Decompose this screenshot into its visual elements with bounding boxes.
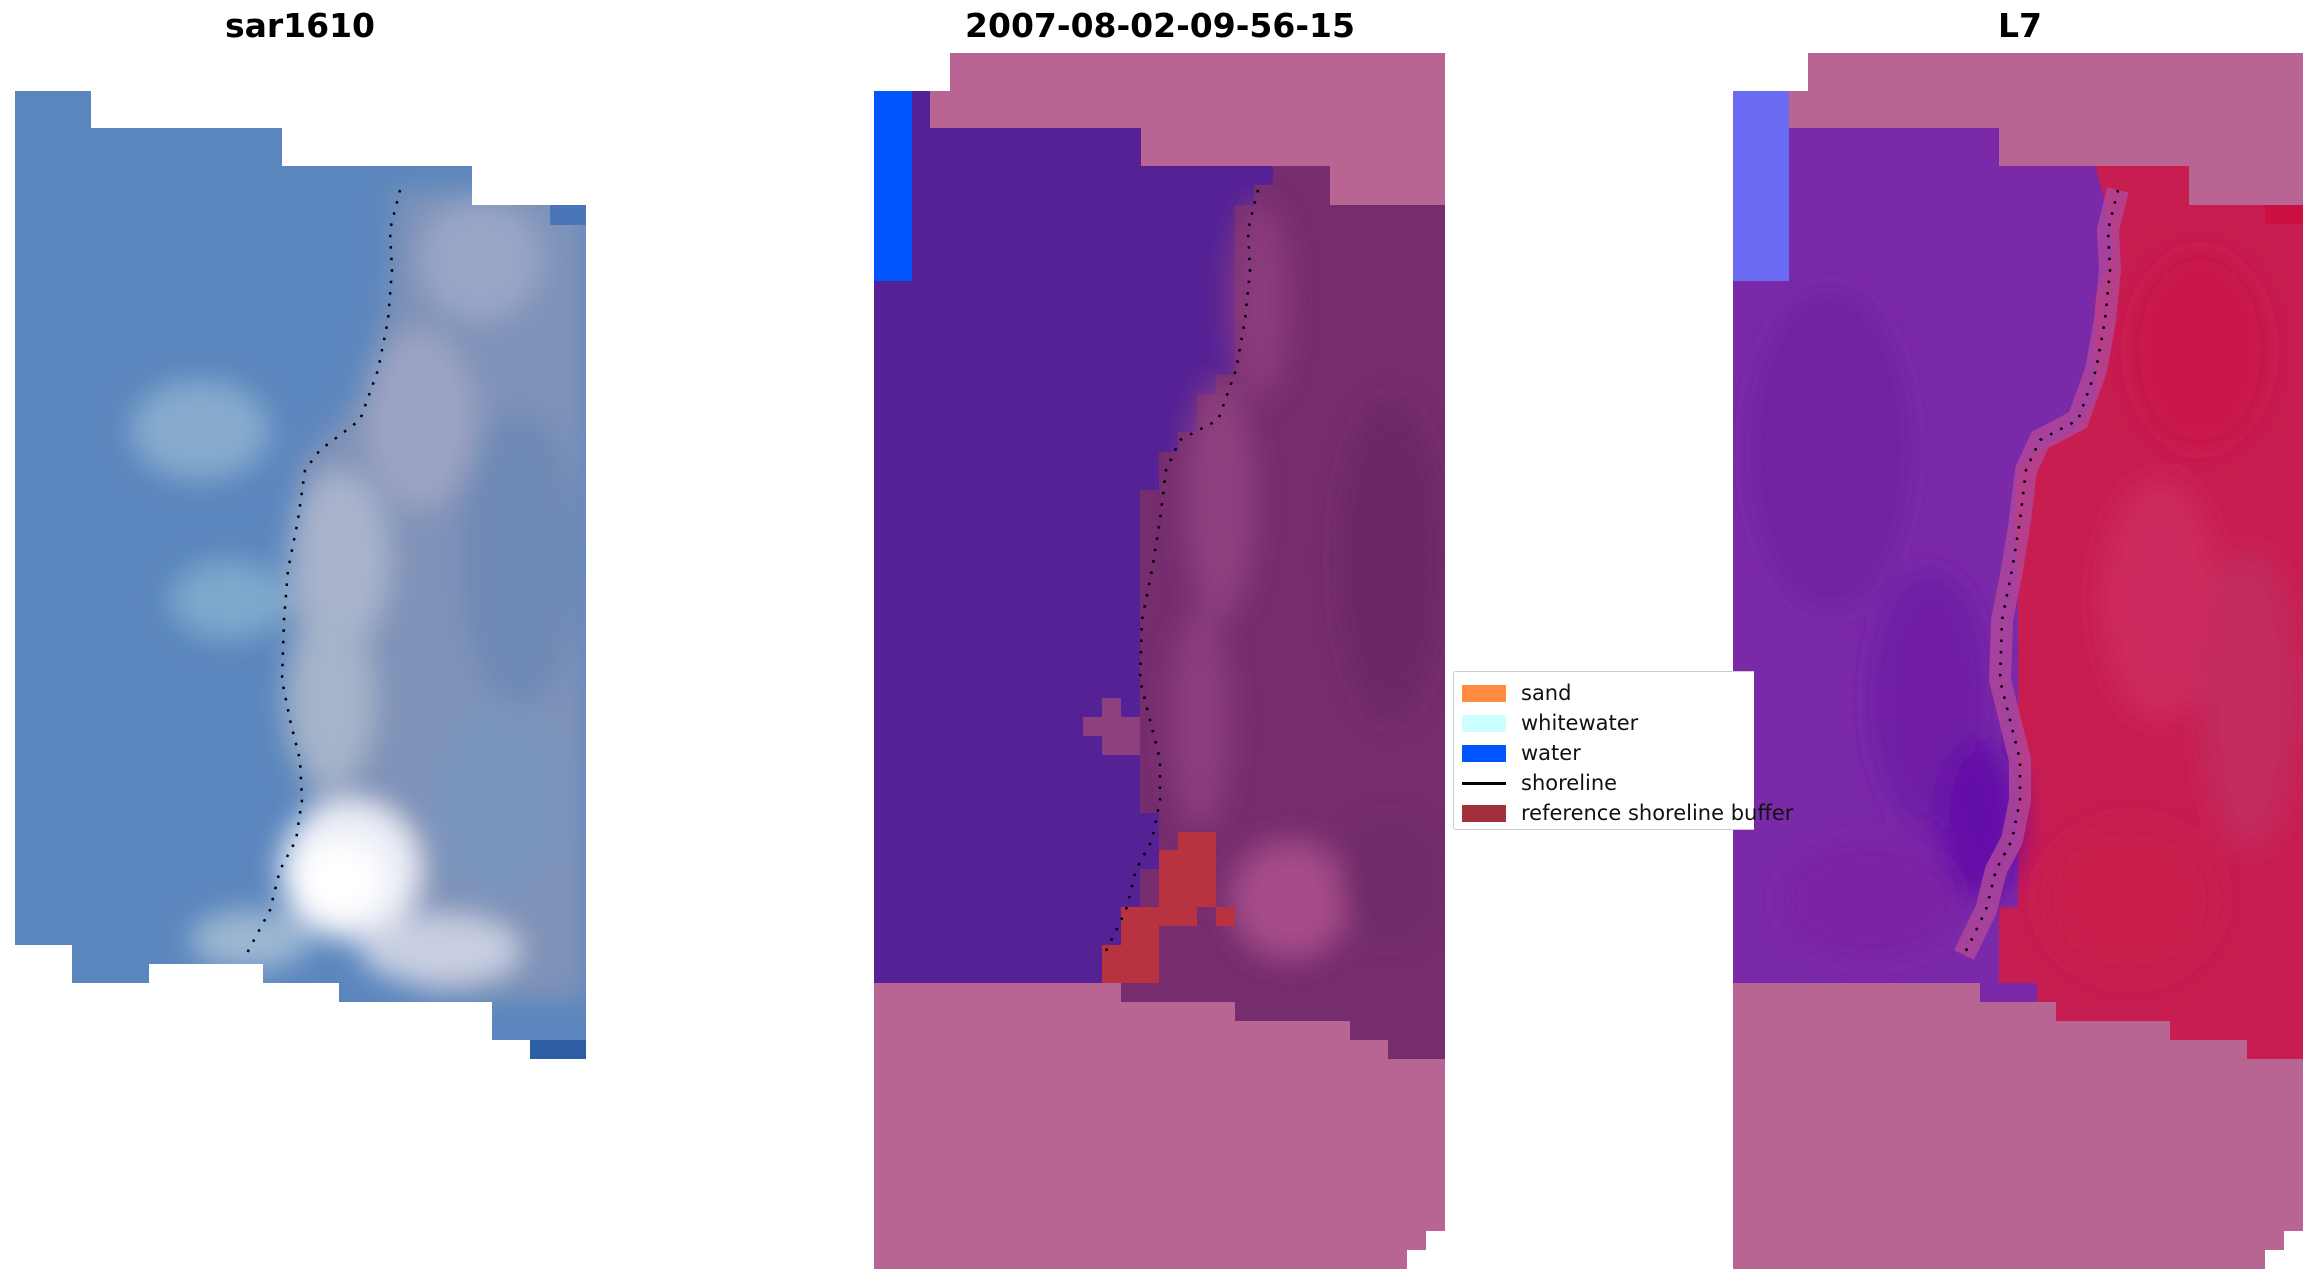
legend-item-water: water [1462, 740, 1581, 766]
legend-label: sand [1521, 681, 1572, 705]
legend-label: shoreline [1521, 771, 1618, 795]
legend: sand whitewater water shoreline referenc… [1453, 671, 1793, 830]
panel-title-classified: 2007-08-02-09-56-15 [965, 6, 1355, 45]
whitewater-swatch [1462, 714, 1506, 732]
legend-item-whitewater: whitewater [1462, 710, 1638, 736]
mndwi-image [1733, 53, 2303, 1269]
rgb-image [15, 91, 586, 1059]
shoreline-line-icon [1462, 781, 1506, 785]
reference-buffer-swatch [1462, 804, 1506, 822]
panel-title-rgb: sar1610 [224, 6, 376, 45]
classified-image [874, 53, 1445, 1269]
panel-title-mndwi: L7 [1998, 6, 2042, 45]
sand-swatch [1462, 684, 1506, 702]
water-swatch [1462, 744, 1506, 762]
legend-item-sand: sand [1462, 680, 1571, 706]
legend-label: whitewater [1521, 711, 1639, 735]
legend-item-reference-buffer: reference shoreline buffer [1462, 800, 1793, 826]
legend-label: water [1521, 741, 1581, 765]
legend-label: reference shoreline buffer [1521, 801, 1794, 825]
legend-item-shoreline: shoreline [1462, 770, 1617, 796]
